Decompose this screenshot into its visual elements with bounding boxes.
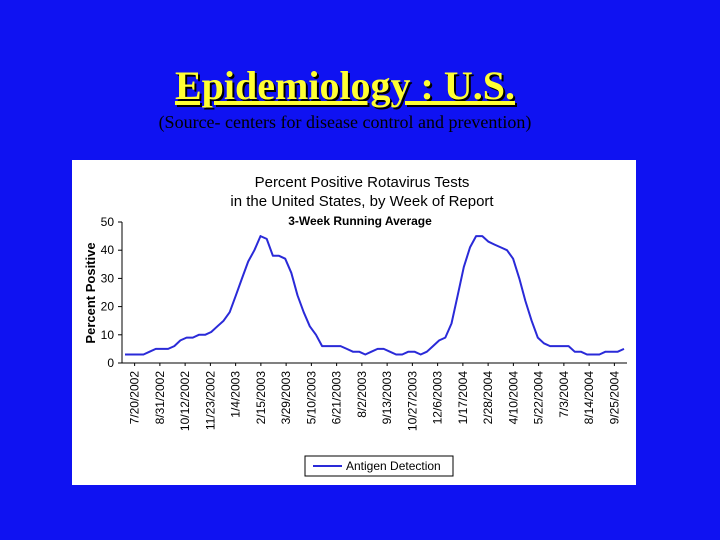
series-line-0 <box>125 235 625 356</box>
x-tick-label: 1/4/2003 <box>229 371 243 418</box>
y-tick-label: 10 <box>101 328 115 342</box>
chart-title: Percent Positive Rotavirus Tests <box>255 174 470 191</box>
chart-title-line2: in the United States, by Week of Report <box>230 193 494 210</box>
x-tick-label: 10/12/2002 <box>178 371 192 431</box>
y-axis-label: Percent Positive <box>83 242 98 343</box>
x-tick-label: 8/31/2002 <box>153 371 167 425</box>
legend-box <box>304 455 454 477</box>
x-tick-label: 11/23/2002 <box>203 371 217 430</box>
slide-title: Epidemiology : U.S. <box>174 63 516 108</box>
x-tick-label: 3/29/2003 <box>279 371 293 425</box>
x-tick-label: 5/10/2003 <box>304 371 318 425</box>
x-tick-label: 2/28/2004 <box>481 371 495 425</box>
x-tick-label: 4/10/2004 <box>506 371 520 425</box>
y-tick-label: 30 <box>101 271 115 285</box>
legend: Antigen Detection <box>304 455 454 477</box>
x-tick-label: 9/13/2003 <box>380 371 394 425</box>
x-tick-label: 10/27/2003 <box>405 371 419 431</box>
x-tick-label: 8/2/2003 <box>355 371 369 418</box>
y-tick-label: 50 <box>101 215 115 229</box>
x-tick-label: 12/6/2003 <box>431 371 445 425</box>
x-tick-label: 6/21/2003 <box>330 371 344 425</box>
x-tick-label: 1/17/2004 <box>456 371 470 425</box>
x-tick-label: 7/20/2002 <box>128 371 142 425</box>
y-tick-label: 20 <box>101 300 115 314</box>
chart-panel: Percent Positive Rotavirus Tests in the … <box>72 160 636 485</box>
x-tick-label: 2/15/2003 <box>254 371 268 425</box>
chart-subtitle: 3-Week Running Average <box>288 214 432 228</box>
rotavirus-chart: Percent Positive Rotavirus Tests in the … <box>83 174 627 477</box>
y-tick-label: 0 <box>107 356 114 370</box>
x-tick-label: 8/14/2004 <box>582 371 596 425</box>
x-tick-label: 9/25/2004 <box>607 371 621 425</box>
legend-label: Antigen Detection <box>346 459 441 473</box>
x-tick-label: 5/22/2004 <box>532 371 546 425</box>
x-tick-label: 7/3/2004 <box>557 371 571 418</box>
y-tick-label: 40 <box>101 243 115 257</box>
slide-subtitle: (Source- centers for disease control and… <box>158 112 532 132</box>
